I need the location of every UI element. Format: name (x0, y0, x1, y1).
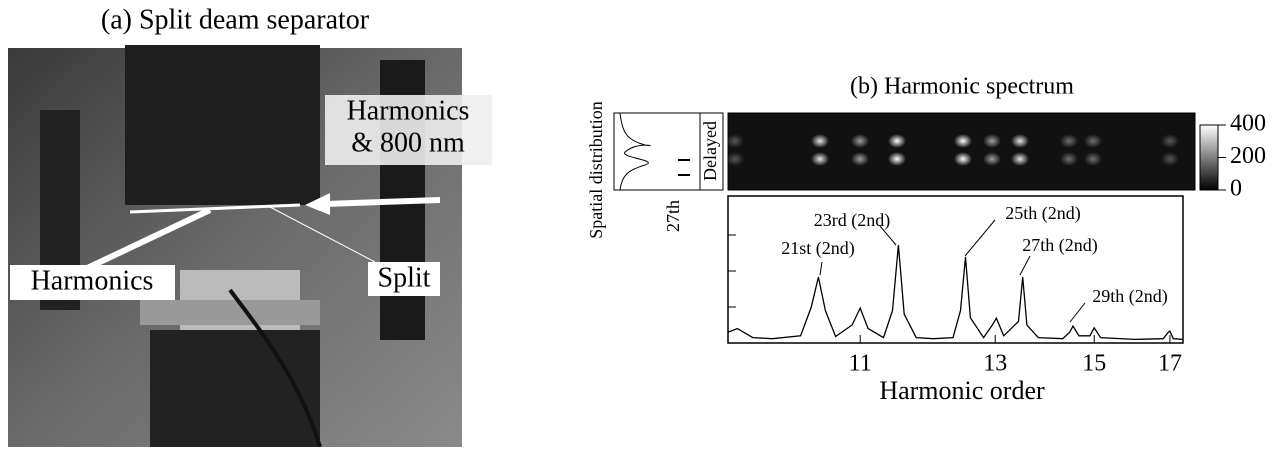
spectrum-line (727, 245, 1184, 341)
ccd-spot (1084, 152, 1102, 166)
ccd-spot (726, 134, 744, 148)
chart-title: (b) Harmonic spectrum (850, 74, 1074, 100)
photo (8, 45, 492, 448)
ccd-spot (954, 152, 972, 166)
inset-frame (613, 112, 724, 191)
annotation: 27th (2nd) (1022, 235, 1098, 256)
x-axis-label: Harmonic order (879, 376, 1045, 405)
inset-side-label: Delayed (700, 121, 720, 181)
ccd-spot (954, 134, 972, 148)
annotation-leader (879, 225, 897, 246)
annotation-leader (819, 261, 823, 276)
colorbar-tick-label: 400 (1230, 111, 1266, 137)
ccd-spot (1060, 134, 1078, 148)
label: & 800 nm (351, 127, 465, 158)
inset-x-label: 27th (663, 200, 683, 232)
ccd-spot (726, 152, 744, 166)
ccd-spot (1011, 134, 1029, 148)
panel-a-title: (a) Split deam separator (101, 4, 370, 35)
annotation-leader (1019, 255, 1031, 276)
x-tick-label: 11 (849, 351, 872, 377)
annotation: 25th (2nd) (1005, 203, 1081, 224)
ccd-spot (811, 134, 829, 148)
x-tick-label: 15 (1082, 351, 1106, 377)
ccd-image (727, 112, 1196, 191)
annotation-leader (964, 219, 996, 257)
ccd-spot (1060, 152, 1078, 166)
x-tick-label: 17 (1158, 351, 1182, 377)
ccd-spot (1161, 134, 1179, 148)
annotation-leader (1069, 302, 1086, 323)
x-tick-label: 13 (983, 351, 1007, 377)
colorbar-tick-label: 0 (1230, 176, 1242, 202)
annotation: 21st (2nd) (781, 238, 855, 259)
inset-y-label: Spatial distribution (586, 101, 606, 239)
ccd-spot (888, 134, 906, 148)
ccd-spot (851, 134, 869, 148)
ccd-spot (851, 152, 869, 166)
label: Split (378, 262, 431, 293)
ccd-spot (983, 134, 1001, 148)
annotation: 29th (2nd) (1092, 286, 1168, 307)
colorbar (1199, 124, 1219, 191)
annotation: 23rd (2nd) (814, 210, 890, 231)
inset-curve (619, 112, 651, 191)
colorbar-tick-label: 200 (1230, 143, 1266, 169)
ccd-spot (1161, 152, 1179, 166)
label: Harmonics (31, 265, 154, 296)
plot-frame (727, 195, 1184, 344)
ccd-spot (811, 152, 829, 166)
label: Harmonics (347, 95, 470, 126)
ccd-spots (726, 134, 1179, 166)
ccd-spot (1084, 134, 1102, 148)
ccd-spot (888, 152, 906, 166)
ccd-spot (1011, 152, 1029, 166)
ccd-spot (983, 152, 1001, 166)
